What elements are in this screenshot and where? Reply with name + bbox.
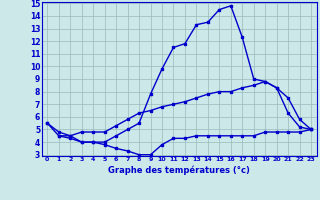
X-axis label: Graphe des températures (°c): Graphe des températures (°c) bbox=[108, 165, 250, 175]
